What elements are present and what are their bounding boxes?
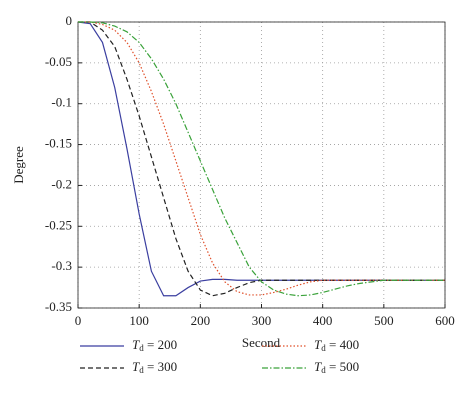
legend-label: Td = 400 xyxy=(314,337,359,353)
y-tick-label: -0.25 xyxy=(45,217,72,232)
series-line xyxy=(78,21,445,297)
y-axis-label: Degree xyxy=(11,146,26,184)
legend-label: Td = 500 xyxy=(314,359,359,375)
x-tick-label: 0 xyxy=(75,313,82,328)
x-tick-label: 500 xyxy=(374,313,394,328)
x-tick-label: 100 xyxy=(129,313,149,328)
x-tick-label: 300 xyxy=(252,313,272,328)
y-tick-label: -0.1 xyxy=(51,95,72,110)
x-tick-label: 200 xyxy=(191,313,211,328)
y-tick-label: -0.35 xyxy=(45,299,72,314)
y-tick-label: -0.2 xyxy=(51,176,72,191)
plot-frame xyxy=(77,21,446,309)
y-tick-label: -0.05 xyxy=(45,54,72,69)
y-tick-label: 0 xyxy=(66,13,73,28)
x-axis-label: Second xyxy=(242,335,281,350)
x-tick-label: 400 xyxy=(313,313,333,328)
series-line xyxy=(78,21,445,297)
legend-label: Td = 300 xyxy=(132,359,177,375)
legend-label: Td = 200 xyxy=(132,337,177,353)
x-tick-label: 600 xyxy=(435,313,455,328)
y-tick-label: -0.3 xyxy=(51,258,72,273)
y-tick-label: -0.15 xyxy=(45,136,72,151)
